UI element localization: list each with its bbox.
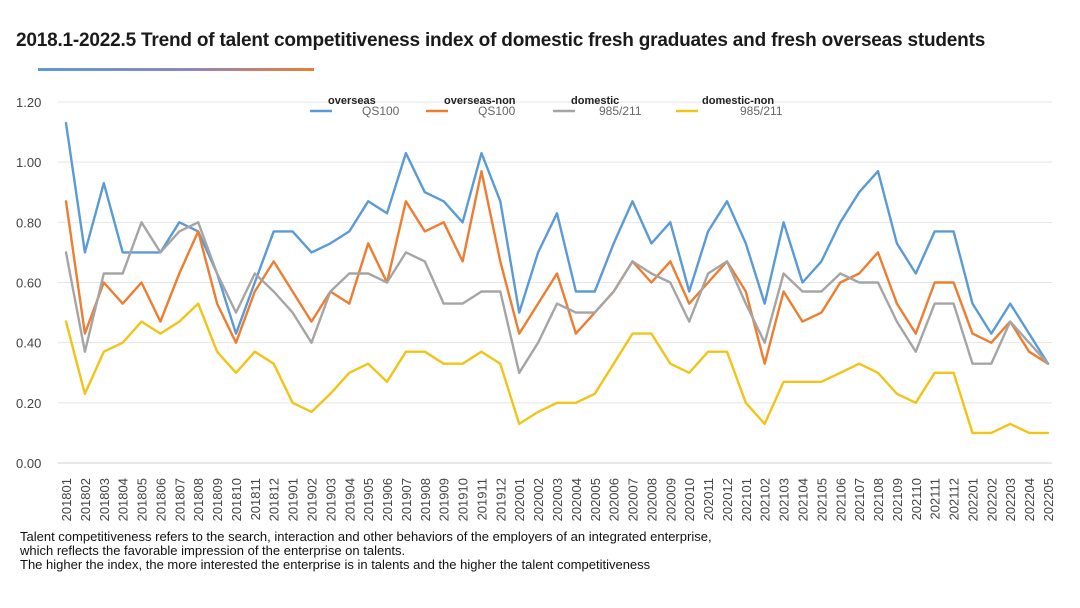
x-tick-label: 202107 bbox=[852, 478, 867, 521]
x-tick-label: 202004 bbox=[569, 478, 584, 521]
x-tick-label: 202110 bbox=[909, 478, 924, 520]
x-tick-label: 202108 bbox=[871, 478, 886, 521]
series-lines bbox=[64, 121, 1050, 435]
legend-label: domestic-non bbox=[702, 95, 774, 107]
y-tick-label: 0.80 bbox=[16, 215, 41, 230]
x-tick-label: 202006 bbox=[607, 478, 622, 521]
legend-sublabel: 985/211 bbox=[599, 104, 642, 118]
x-tick-label: 201901 bbox=[286, 478, 301, 521]
x-tick-label: 202002 bbox=[531, 478, 546, 521]
x-tick-label: 201804 bbox=[116, 478, 131, 521]
x-tick-label: 201801 bbox=[59, 478, 74, 521]
x-tick-label: 202105 bbox=[814, 478, 829, 521]
x-tick-label: 202011 bbox=[701, 478, 716, 520]
x-tick-label: 201809 bbox=[210, 478, 225, 521]
y-tick-label: 1.00 bbox=[16, 155, 41, 170]
x-tick-label: 202008 bbox=[644, 478, 659, 521]
x-tick-label: 201802 bbox=[78, 478, 93, 521]
x-tick-label: 202104 bbox=[796, 478, 811, 521]
x-tick-label: 202007 bbox=[626, 478, 641, 521]
x-tick-label: 202203 bbox=[1003, 478, 1018, 521]
x-tick-label: 201909 bbox=[437, 478, 452, 521]
grid-lines bbox=[58, 101, 1052, 464]
x-tick-label: 202101 bbox=[739, 478, 754, 521]
x-tick-label: 201904 bbox=[342, 478, 357, 521]
x-tick-label: 201907 bbox=[399, 478, 414, 521]
x-tick-label: 202204 bbox=[1022, 478, 1037, 521]
series-line-domestic-non bbox=[64, 302, 1050, 435]
series-line-overseas bbox=[64, 121, 1050, 365]
x-tick-label: 201806 bbox=[153, 478, 168, 521]
legend-sublabel: 985/211 bbox=[740, 104, 783, 118]
x-tick-label: 202111 bbox=[928, 478, 943, 519]
x-tick-label: 202012 bbox=[720, 478, 735, 521]
series-line-domestic bbox=[64, 221, 1050, 374]
x-tick-label: 201912 bbox=[493, 478, 508, 521]
legend: overseasQS100overseas-nonQS100domestic98… bbox=[310, 95, 783, 118]
series-line-overseas-non bbox=[64, 169, 1050, 365]
legend-label: domestic bbox=[571, 95, 619, 107]
chart-title: 2018.1-2022.5 Trend of talent competitiv… bbox=[16, 30, 986, 51]
x-tick-label: 202103 bbox=[777, 478, 792, 521]
x-tick-label: 201810 bbox=[229, 478, 244, 521]
x-axis: 201801 201802 201803 201804 201805 201806 2018… bbox=[59, 478, 1056, 521]
x-tick-label: 202005 bbox=[588, 478, 603, 521]
chart-notes: Talent competitiveness refers to the sea… bbox=[20, 530, 712, 572]
x-tick-label: 202009 bbox=[663, 478, 678, 521]
x-tick-label: 201910 bbox=[456, 478, 471, 521]
legend-sublabel: QS100 bbox=[362, 104, 400, 118]
x-tick-label: 202201 bbox=[965, 478, 980, 521]
y-tick-label: 1.20 bbox=[16, 95, 41, 110]
x-tick-label: 202202 bbox=[984, 478, 999, 521]
x-tick-label: 202001 bbox=[512, 478, 527, 521]
x-tick-label: 201805 bbox=[135, 478, 150, 521]
y-tick-label: 0.40 bbox=[16, 336, 41, 351]
x-tick-label: 201911 bbox=[474, 478, 489, 520]
x-tick-label: 201812 bbox=[267, 478, 282, 521]
line-chart: 0.000.200.400.600.801.001.20 201801 20180… bbox=[16, 95, 1056, 521]
note-line-1: Talent competitiveness refers to the sea… bbox=[20, 529, 712, 544]
x-tick-label: 201803 bbox=[97, 478, 112, 521]
legend-label: overseas bbox=[328, 95, 376, 107]
x-tick-label: 202205 bbox=[1041, 478, 1056, 521]
y-tick-label: 0.20 bbox=[16, 396, 41, 411]
x-tick-label: 201902 bbox=[305, 478, 320, 521]
note-line-3: The higher the index, the more intereste… bbox=[20, 557, 651, 572]
x-tick-label: 201905 bbox=[361, 478, 376, 521]
title-underline bbox=[38, 68, 314, 71]
x-tick-label: 202010 bbox=[682, 478, 697, 521]
x-tick-label: 202109 bbox=[890, 478, 905, 521]
legend-sublabel: QS100 bbox=[478, 104, 516, 118]
x-tick-label: 201807 bbox=[172, 478, 187, 521]
x-tick-label: 201808 bbox=[191, 478, 206, 521]
y-tick-label: 0.00 bbox=[16, 456, 41, 471]
y-axis: 0.00 0.20 0.40 0.60 0.80 1.00 1.20 bbox=[16, 95, 41, 471]
y-tick-label: 0.60 bbox=[16, 276, 41, 291]
x-tick-label: 202102 bbox=[758, 478, 773, 521]
x-tick-label: 201906 bbox=[380, 478, 395, 521]
x-tick-label: 202003 bbox=[550, 478, 565, 521]
note-line-2: which reflects the favorable impression … bbox=[20, 543, 406, 558]
x-tick-label: 202112 bbox=[947, 478, 962, 520]
x-tick-label: 201908 bbox=[418, 478, 433, 521]
x-tick-label: 201903 bbox=[323, 478, 338, 521]
x-tick-label: 201811 bbox=[248, 478, 263, 520]
x-tick-label: 202106 bbox=[833, 478, 848, 521]
legend-label: overseas-non bbox=[444, 95, 516, 107]
